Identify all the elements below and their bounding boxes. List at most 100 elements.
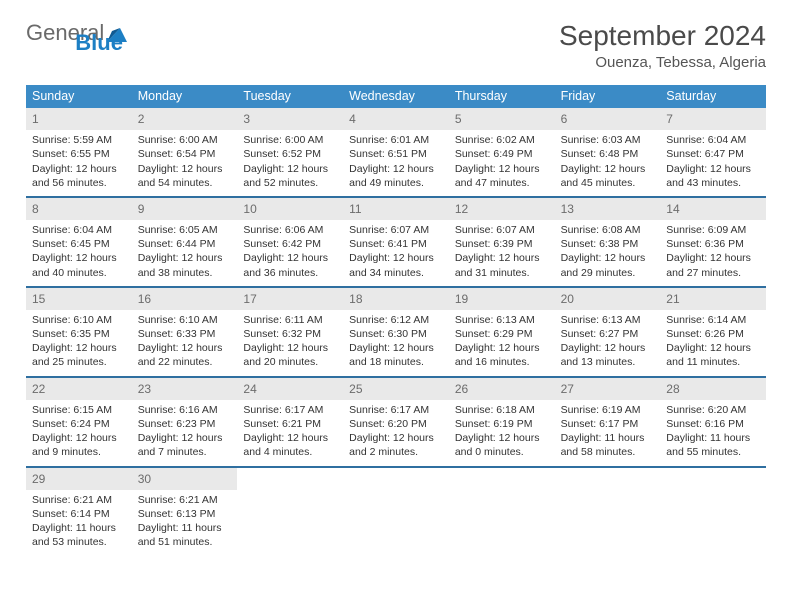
day-facts: Sunrise: 6:20 AMSunset: 6:16 PMDaylight:…	[660, 403, 766, 460]
sunrise-text: Sunrise: 6:17 AM	[243, 403, 337, 417]
day-cell: 6Sunrise: 6:03 AMSunset: 6:48 PMDaylight…	[555, 108, 661, 196]
daylight-text: Daylight: 12 hours and 49 minutes.	[349, 162, 443, 190]
daylight-text: Daylight: 12 hours and 2 minutes.	[349, 431, 443, 459]
day-cell: 8 Sunrise: 6:04 AMSunset: 6:45 PMDaylight…	[26, 198, 132, 286]
day-cell: 29Sunrise: 6:21 AMSunset: 6:14 PMDayligh…	[26, 468, 132, 556]
sunset-text: Sunset: 6:24 PM	[32, 417, 126, 431]
sunrise-text: Sunrise: 6:13 AM	[561, 313, 655, 327]
daylight-text: Daylight: 12 hours and 20 minutes.	[243, 341, 337, 369]
day-facts: Sunrise: 6:01 AMSunset: 6:51 PMDaylight:…	[343, 133, 449, 190]
day-number: 12	[449, 198, 555, 220]
sunset-text: Sunset: 6:54 PM	[138, 147, 232, 161]
sunset-text: Sunset: 6:21 PM	[243, 417, 337, 431]
sunrise-text: Sunrise: 6:01 AM	[349, 133, 443, 147]
day-facts: Sunrise: 6:07 AMSunset: 6:41 PMDaylight:…	[343, 223, 449, 280]
day-cell: 28Sunrise: 6:20 AMSunset: 6:16 PMDayligh…	[660, 378, 766, 466]
day-cell: 9Sunrise: 6:05 AMSunset: 6:44 PMDaylight…	[132, 198, 238, 286]
sunrise-text: Sunrise: 6:04 AM	[32, 223, 126, 237]
sunrise-text: Sunrise: 6:09 AM	[666, 223, 760, 237]
day-number: 30	[132, 468, 238, 490]
day-cell: 7Sunrise: 6:04 AMSunset: 6:47 PMDaylight…	[660, 108, 766, 196]
day-facts: Sunrise: 6:04 AMSunset: 6:47 PMDaylight:…	[660, 133, 766, 190]
daylight-text: Daylight: 12 hours and 13 minutes.	[561, 341, 655, 369]
day-facts: Sunrise: 6:19 AMSunset: 6:17 PMDaylight:…	[555, 403, 661, 460]
day-number: 13	[555, 198, 661, 220]
location-label: Ouenza, Tebessa, Algeria	[559, 54, 766, 71]
day-number: 17	[237, 288, 343, 310]
daylight-text: Daylight: 11 hours and 58 minutes.	[561, 431, 655, 459]
week-row: 8 Sunrise: 6:04 AMSunset: 6:45 PMDaylight…	[26, 198, 766, 288]
week-row: 22Sunrise: 6:15 AMSunset: 6:24 PMDayligh…	[26, 378, 766, 468]
daylight-text: Daylight: 11 hours and 51 minutes.	[138, 521, 232, 549]
page: General Blue September 2024 Ouenza, Tebe…	[0, 0, 792, 579]
week-row: 1Sunrise: 5:59 AMSunset: 6:55 PMDaylight…	[26, 108, 766, 198]
day-number: 11	[343, 198, 449, 220]
day-facts: Sunrise: 6:21 AMSunset: 6:14 PMDaylight:…	[26, 493, 132, 550]
sunrise-text: Sunrise: 6:17 AM	[349, 403, 443, 417]
day-facts: Sunrise: 6:12 AMSunset: 6:30 PMDaylight:…	[343, 313, 449, 370]
day-cell: 13 Sunrise: 6:08 AMSunset: 6:38 PMDayligh…	[555, 198, 661, 286]
daylight-text: Daylight: 12 hours and 54 minutes.	[138, 162, 232, 190]
sunrise-text: Sunrise: 6:10 AM	[32, 313, 126, 327]
day-cell: 11 Sunrise: 6:07 AMSunset: 6:41 PMDayligh…	[343, 198, 449, 286]
day-number: 8	[26, 198, 132, 220]
sunrise-text: Sunrise: 6:00 AM	[138, 133, 232, 147]
day-number: 18	[343, 288, 449, 310]
sunset-text: Sunset: 6:27 PM	[561, 327, 655, 341]
page-title: September 2024	[559, 20, 766, 52]
daylight-text: Daylight: 12 hours and 43 minutes.	[666, 162, 760, 190]
day-cell: 19Sunrise: 6:13 AMSunset: 6:29 PMDayligh…	[449, 288, 555, 376]
sunset-text: Sunset: 6:42 PM	[243, 237, 337, 251]
daylight-text: Daylight: 12 hours and 52 minutes.	[243, 162, 337, 190]
daylight-text: Daylight: 12 hours and 36 minutes.	[243, 251, 337, 279]
top-bar: General Blue September 2024 Ouenza, Tebe…	[26, 20, 766, 71]
sunrise-text: Sunrise: 6:00 AM	[243, 133, 337, 147]
day-facts: Sunrise: 6:11 AMSunset: 6:32 PMDaylight:…	[237, 313, 343, 370]
sunrise-text: Sunrise: 6:08 AM	[561, 223, 655, 237]
day-number: 16	[132, 288, 238, 310]
sunset-text: Sunset: 6:38 PM	[561, 237, 655, 251]
logo: General Blue	[26, 20, 177, 46]
day-number: 14	[660, 198, 766, 220]
day-cell: 26Sunrise: 6:18 AMSunset: 6:19 PMDayligh…	[449, 378, 555, 466]
weekday-header: Tuesday	[237, 85, 343, 108]
week-row: 29Sunrise: 6:21 AMSunset: 6:14 PMDayligh…	[26, 468, 766, 556]
daylight-text: Daylight: 12 hours and 25 minutes.	[32, 341, 126, 369]
day-facts: Sunrise: 6:21 AMSunset: 6:13 PMDaylight:…	[132, 493, 238, 550]
day-cell: 30 Sunrise: 6:21 AMSunset: 6:13 PMDayligh…	[132, 468, 238, 556]
day-number: 25	[343, 378, 449, 400]
sunset-text: Sunset: 6:19 PM	[455, 417, 549, 431]
daylight-text: Daylight: 12 hours and 45 minutes.	[561, 162, 655, 190]
weekday-header: Wednesday	[343, 85, 449, 108]
daylight-text: Daylight: 12 hours and 38 minutes.	[138, 251, 232, 279]
daylight-text: Daylight: 12 hours and 29 minutes.	[561, 251, 655, 279]
day-facts: Sunrise: 6:00 AMSunset: 6:54 PMDaylight:…	[132, 133, 238, 190]
sunset-text: Sunset: 6:33 PM	[138, 327, 232, 341]
daylight-text: Daylight: 12 hours and 56 minutes.	[32, 162, 126, 190]
day-facts: Sunrise: 6:09 AMSunset: 6:36 PMDaylight:…	[660, 223, 766, 280]
sunset-text: Sunset: 6:30 PM	[349, 327, 443, 341]
sunrise-text: Sunrise: 6:10 AM	[138, 313, 232, 327]
day-number: 4	[343, 108, 449, 130]
day-facts: Sunrise: 6:10 AMSunset: 6:33 PMDaylight:…	[132, 313, 238, 370]
sunset-text: Sunset: 6:20 PM	[349, 417, 443, 431]
daylight-text: Daylight: 12 hours and 4 minutes.	[243, 431, 337, 459]
day-facts: Sunrise: 6:10 AMSunset: 6:35 PMDaylight:…	[26, 313, 132, 370]
sunrise-text: Sunrise: 6:02 AM	[455, 133, 549, 147]
sunrise-text: Sunrise: 6:12 AM	[349, 313, 443, 327]
day-cell: 24Sunrise: 6:17 AMSunset: 6:21 PMDayligh…	[237, 378, 343, 466]
sunset-text: Sunset: 6:36 PM	[666, 237, 760, 251]
sunrise-text: Sunrise: 6:21 AM	[138, 493, 232, 507]
sunrise-text: Sunrise: 6:13 AM	[455, 313, 549, 327]
daylight-text: Daylight: 12 hours and 18 minutes.	[349, 341, 443, 369]
day-facts: Sunrise: 6:16 AMSunset: 6:23 PMDaylight:…	[132, 403, 238, 460]
day-number: 5	[449, 108, 555, 130]
day-number: 6	[555, 108, 661, 130]
day-facts: Sunrise: 6:04 AMSunset: 6:45 PMDaylight:…	[26, 223, 132, 280]
day-cell: 16 Sunrise: 6:10 AMSunset: 6:33 PMDayligh…	[132, 288, 238, 376]
sunset-text: Sunset: 6:48 PM	[561, 147, 655, 161]
day-cell: 21Sunrise: 6:14 AMSunset: 6:26 PMDayligh…	[660, 288, 766, 376]
sunset-text: Sunset: 6:17 PM	[561, 417, 655, 431]
week-row: 15Sunrise: 6:10 AMSunset: 6:35 PMDayligh…	[26, 288, 766, 378]
day-number: 3	[237, 108, 343, 130]
